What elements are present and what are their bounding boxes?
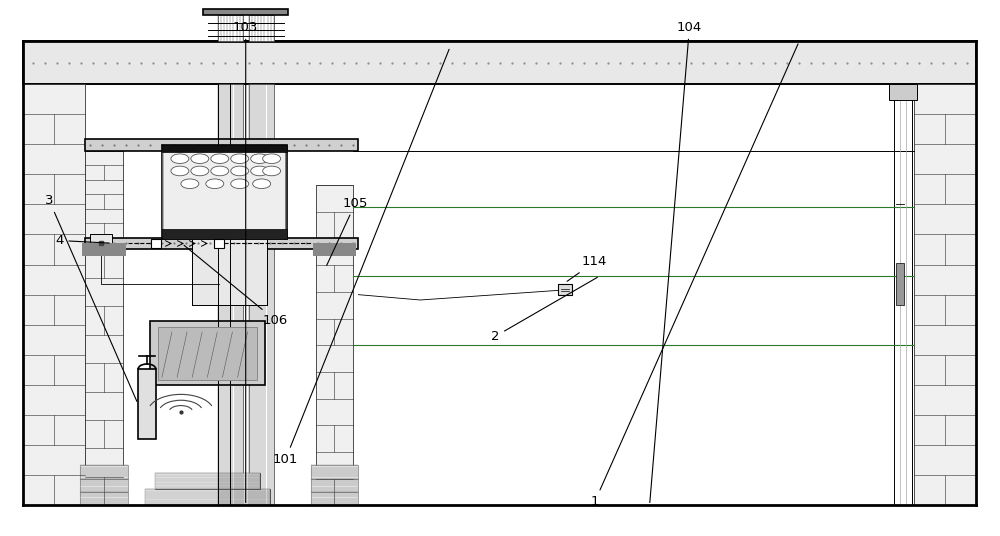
Circle shape: [231, 166, 249, 176]
Bar: [311, 479, 358, 492]
Bar: [23, 84, 85, 505]
Bar: [23, 41, 976, 84]
Text: 4: 4: [55, 234, 109, 247]
Bar: [889, 84, 917, 100]
Circle shape: [211, 154, 229, 163]
Bar: [894, 84, 912, 505]
Bar: [155, 473, 260, 489]
Bar: [218, 84, 243, 505]
Bar: [162, 229, 287, 239]
Circle shape: [191, 154, 209, 163]
Bar: [145, 489, 270, 505]
Bar: [558, 284, 572, 295]
Bar: [311, 465, 358, 479]
Bar: [155, 473, 260, 489]
Circle shape: [263, 166, 281, 176]
Circle shape: [231, 179, 249, 189]
Wedge shape: [192, 216, 267, 236]
Bar: [151, 239, 161, 248]
Circle shape: [171, 166, 189, 176]
Circle shape: [251, 166, 269, 176]
Bar: [896, 263, 904, 306]
Bar: [85, 237, 358, 249]
Text: 103: 103: [233, 21, 258, 503]
Bar: [85, 139, 358, 151]
Bar: [249, 84, 274, 505]
Bar: [82, 243, 126, 256]
Bar: [162, 145, 287, 152]
Bar: [162, 145, 287, 239]
Text: 106: 106: [184, 245, 288, 327]
Bar: [150, 321, 265, 385]
Bar: [914, 84, 976, 505]
Bar: [311, 492, 358, 505]
Bar: [316, 185, 353, 505]
Circle shape: [253, 179, 271, 189]
Circle shape: [251, 154, 269, 163]
Text: 105: 105: [327, 197, 368, 265]
Circle shape: [263, 154, 281, 163]
Circle shape: [206, 179, 224, 189]
Text: 2: 2: [491, 278, 597, 343]
Text: 3: 3: [45, 194, 137, 401]
Circle shape: [191, 166, 209, 176]
Bar: [192, 236, 267, 306]
Bar: [90, 234, 112, 252]
Bar: [80, 492, 128, 505]
Bar: [80, 465, 128, 479]
Circle shape: [171, 154, 189, 163]
Text: 1: 1: [590, 44, 798, 508]
Bar: [85, 249, 123, 505]
Bar: [214, 239, 224, 248]
Bar: [249, 16, 274, 41]
FancyBboxPatch shape: [163, 148, 286, 239]
Circle shape: [211, 166, 229, 176]
Bar: [85, 151, 123, 237]
Text: 114: 114: [567, 255, 607, 281]
Bar: [203, 9, 288, 16]
Bar: [158, 326, 257, 380]
Bar: [138, 369, 156, 438]
Bar: [80, 479, 128, 492]
Text: 104: 104: [650, 21, 702, 503]
Text: 101: 101: [273, 49, 449, 466]
Bar: [218, 16, 243, 41]
Circle shape: [181, 179, 199, 189]
Circle shape: [231, 154, 249, 163]
Bar: [145, 489, 270, 505]
Bar: [313, 243, 356, 256]
